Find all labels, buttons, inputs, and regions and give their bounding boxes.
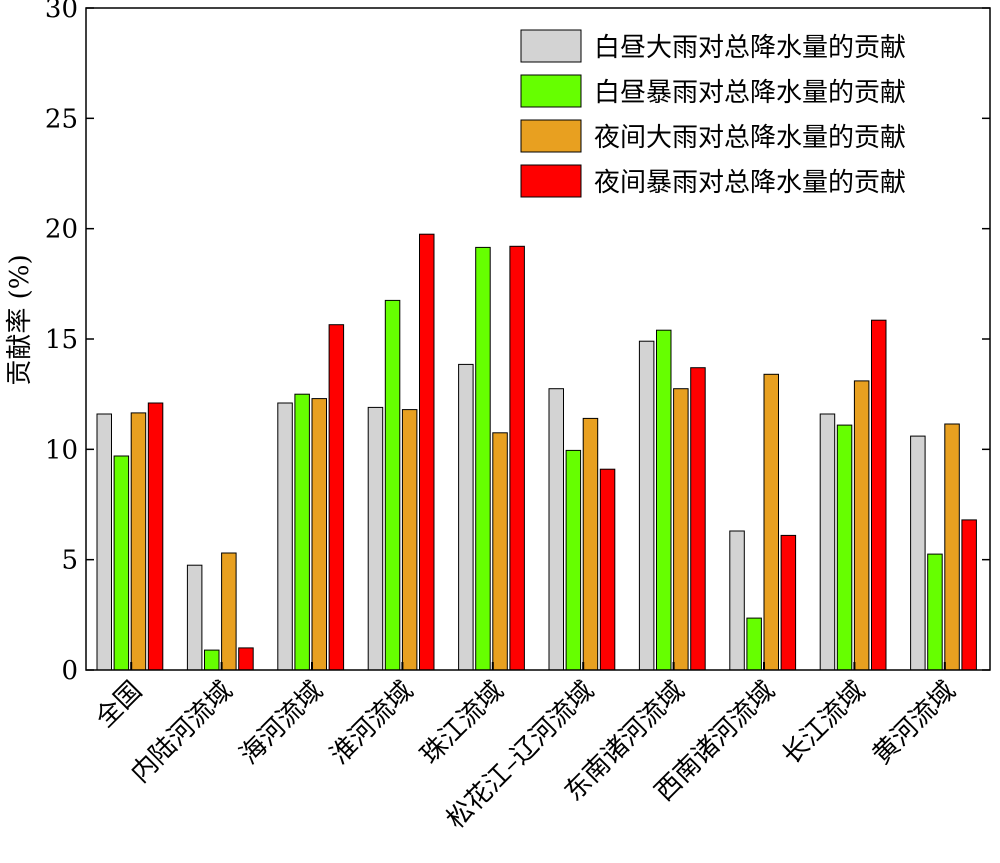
- bar-4-2: [492, 432, 508, 671]
- legend-swatch-1: [520, 74, 582, 108]
- bar-7-1: [746, 617, 762, 671]
- legend-swatch-3: [520, 164, 582, 198]
- legend-label-1: 白昼暴雨对总降水量的贡献: [594, 78, 906, 108]
- y-tick-label-5: 25: [45, 104, 78, 134]
- x-labels-layer: 全国内陆河流域海河流域淮河流域珠江流域松花江–辽河流域东南诸河流域西南诸河流域长…: [90, 662, 962, 835]
- bar-0-0: [96, 413, 112, 671]
- bar-3-3: [419, 233, 435, 671]
- bar-3-1: [384, 299, 401, 671]
- bar-3-2: [401, 409, 418, 671]
- y-tick-label-1: 5: [61, 546, 78, 576]
- bar-2-0: [277, 402, 293, 671]
- bar-1-0: [186, 564, 203, 671]
- bar-9-0: [910, 435, 926, 671]
- bar-8-2: [853, 380, 870, 671]
- bar-2-2: [311, 398, 327, 671]
- bar-2-3: [328, 324, 345, 671]
- bar-9-3: [961, 519, 977, 671]
- x-category-label-4: 珠江流域: [415, 676, 510, 771]
- x-category-label-2: 海河流域: [234, 676, 329, 771]
- bar-8-1: [836, 424, 853, 671]
- bar-6-1: [656, 329, 672, 671]
- bar-5-2: [582, 417, 599, 671]
- bar-5-3: [599, 468, 616, 671]
- y-axis-title: 贡献率 (%): [5, 254, 35, 385]
- bar-8-3: [871, 319, 887, 671]
- bar-9-1: [927, 553, 943, 671]
- bar-1-1: [204, 649, 220, 671]
- bar-1-2: [221, 552, 237, 671]
- bar-0-2: [130, 412, 147, 671]
- bar-0-1: [113, 455, 130, 671]
- bar-7-2: [763, 373, 779, 671]
- y-tick-label-4: 20: [45, 215, 78, 245]
- legend-label-0: 白昼大雨对总降水量的贡献: [594, 33, 906, 63]
- bar-7-0: [729, 530, 745, 671]
- bars-layer: [96, 233, 977, 671]
- x-category-label-0: 全国: [90, 676, 148, 734]
- y-tick-label-2: 10: [45, 435, 78, 465]
- legend-label-2: 夜间大雨对总降水量的贡献: [594, 123, 906, 153]
- bar-9-2: [944, 423, 960, 671]
- bar-4-3: [509, 245, 525, 671]
- bar-7-3: [780, 534, 797, 671]
- bar-8-0: [819, 413, 836, 671]
- bar-0-3: [147, 402, 164, 671]
- y-ticks-layer: 0 5 10 15 20 25 30: [45, 0, 990, 686]
- bar-6-3: [690, 367, 706, 671]
- legend-label-3: 夜间暴雨对总降水量的贡献: [594, 168, 906, 198]
- legend: 白昼大雨对总降水量的贡献白昼暴雨对总降水量的贡献夜间大雨对总降水量的贡献夜间暴雨…: [520, 29, 906, 198]
- bar-5-0: [548, 388, 564, 671]
- legend-swatch-2: [520, 119, 582, 153]
- bar-6-0: [638, 340, 655, 671]
- bar-1-3: [238, 647, 254, 671]
- x-category-label-3: 淮河流域: [325, 676, 420, 771]
- bar-4-0: [458, 363, 474, 671]
- y-tick-label-6: 30: [45, 0, 78, 24]
- bar-2-1: [294, 393, 310, 671]
- x-category-label-8: 长江流域: [777, 676, 872, 771]
- bar-3-0: [367, 406, 384, 671]
- legend-swatch-0: [520, 29, 582, 63]
- bar-5-1: [565, 449, 582, 671]
- y-tick-label-0: 0: [61, 656, 78, 686]
- y-tick-label-3: 15: [45, 325, 78, 355]
- bar-6-2: [673, 388, 689, 671]
- bar-4-1: [475, 246, 491, 671]
- x-category-label-9: 黄河流域: [867, 676, 962, 771]
